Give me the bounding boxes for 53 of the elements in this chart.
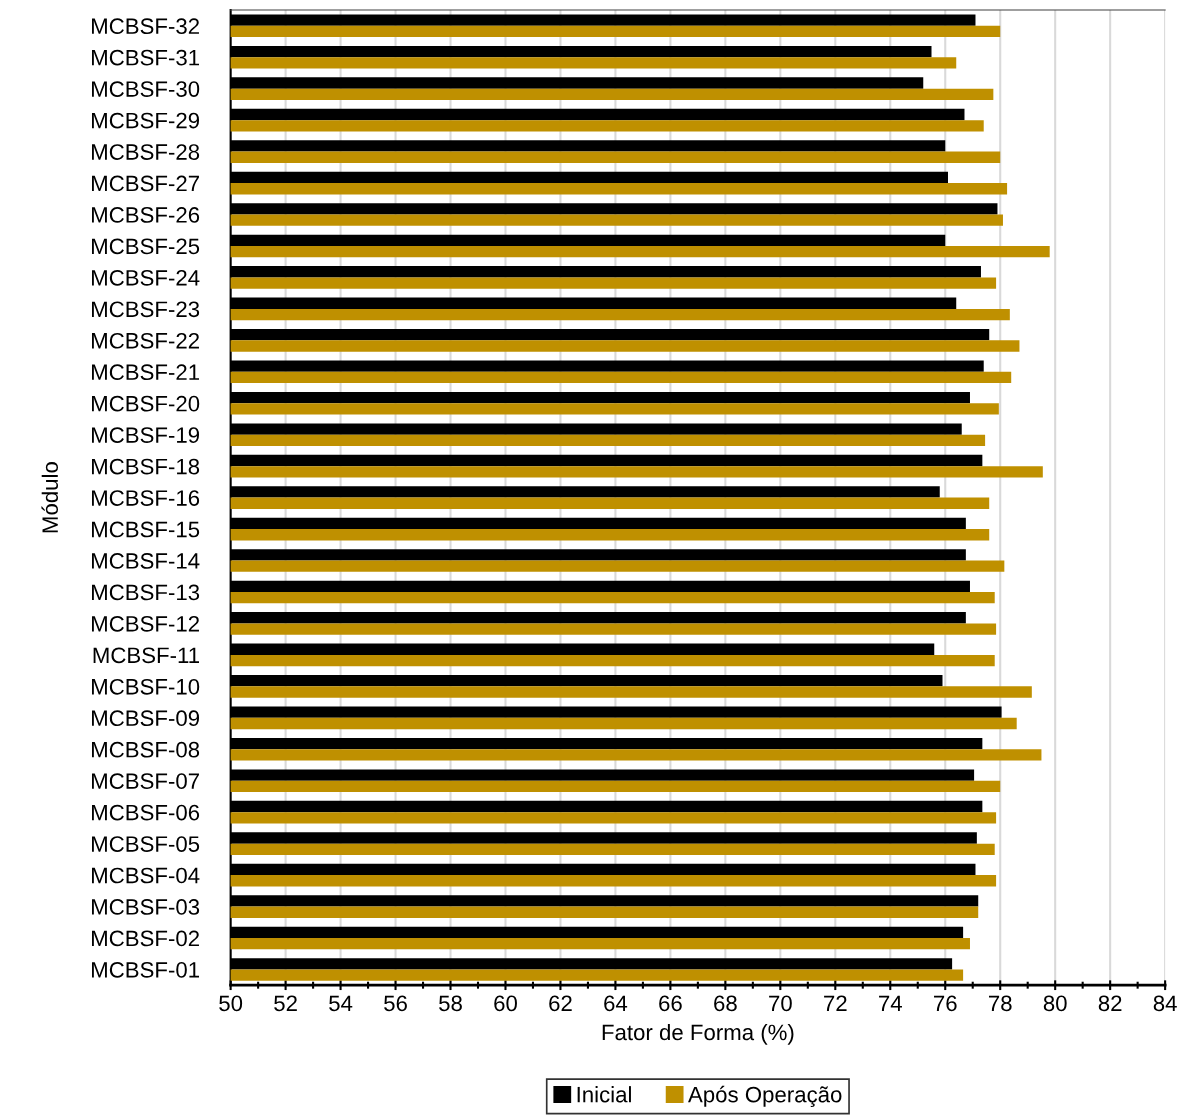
x-tick-label: 54 xyxy=(329,995,353,1012)
y-tick-label: MCBSF-12 xyxy=(92,615,199,632)
y-tick-label: MCBSF-07 xyxy=(92,773,199,789)
y-tick-label: MCBSF-23 xyxy=(92,301,200,318)
y-tick-label: MCBSF-02 xyxy=(92,930,199,947)
x-tick-label: 60 xyxy=(494,995,517,1012)
x-tick-label: 82 xyxy=(1098,995,1122,1012)
y-tick-label: MCBSF-05 xyxy=(92,836,200,852)
y-tick-label: MCBSF-21 xyxy=(92,364,199,381)
x-tick-label: 50 xyxy=(219,995,243,1012)
y-axis-title: Módulo xyxy=(41,462,59,533)
y-tick-label: MCBSF-09 xyxy=(92,710,200,727)
x-axis-title: Fator de Forma (%) xyxy=(602,1023,794,1045)
x-tick-label: 52 xyxy=(274,995,297,1012)
y-tick-label: MCBSF-16 xyxy=(92,490,200,506)
y-tick-label: MCBSF-01 xyxy=(92,962,199,978)
y-tick-label: MCBSF-11 xyxy=(93,647,199,664)
x-tick-label: 80 xyxy=(1043,995,1067,1012)
y-tick-label: MCBSF-20 xyxy=(92,395,200,412)
x-tick-label: 70 xyxy=(769,995,792,1012)
y-tick-label: MCBSF-10 xyxy=(92,678,200,695)
x-tick-label: 68 xyxy=(714,995,737,1012)
y-tick-label: MCBSF-27 xyxy=(92,175,199,192)
y-tick-label: MCBSF-14 xyxy=(92,553,200,569)
y-tick-label: MCBSF-18 xyxy=(92,458,200,475)
x-tick-label: 78 xyxy=(989,995,1012,1012)
y-tick-label: MCBSF-31 xyxy=(92,49,199,66)
y-tick-label: MCBSF-32 xyxy=(92,18,199,35)
x-tick-label: 66 xyxy=(659,995,682,1012)
y-tick-label: MCBSF-25 xyxy=(92,238,200,255)
y-tick-label: MCBSF-08 xyxy=(92,741,200,758)
y-tick-label: MCBSF-13 xyxy=(92,584,200,601)
x-tick-label: 58 xyxy=(439,995,462,1012)
x-tick-label: 76 xyxy=(934,995,957,1012)
legend-label: Após Operação xyxy=(688,1085,842,1107)
x-tick-label: 74 xyxy=(879,995,902,1012)
y-tick-label: MCBSF-30 xyxy=(92,81,200,97)
y-tick-label: MCBSF-22 xyxy=(92,332,199,349)
x-tick-label: 62 xyxy=(549,995,572,1012)
y-tick-label: MCBSF-26 xyxy=(92,207,200,223)
legend-label: Inicial xyxy=(577,1086,631,1103)
y-tick-label: MCBSF-19 xyxy=(92,427,200,443)
y-tick-label: MCBSF-15 xyxy=(92,521,200,538)
y-tick-label: MCBSF-06 xyxy=(92,804,200,821)
y-tick-label: MCBSF-04 xyxy=(92,867,200,884)
y-tick-label: MCBSF-28 xyxy=(92,144,200,160)
x-tick-label: 64 xyxy=(604,995,628,1012)
x-tick-label: 84 xyxy=(1153,995,1177,1012)
x-tick-label: 72 xyxy=(824,995,847,1012)
x-tick-label: 56 xyxy=(384,995,407,1012)
y-tick-label: MCBSF-24 xyxy=(92,269,200,286)
y-tick-label: MCBSF-29 xyxy=(92,112,200,129)
y-tick-label: MCBSF-03 xyxy=(92,899,200,915)
